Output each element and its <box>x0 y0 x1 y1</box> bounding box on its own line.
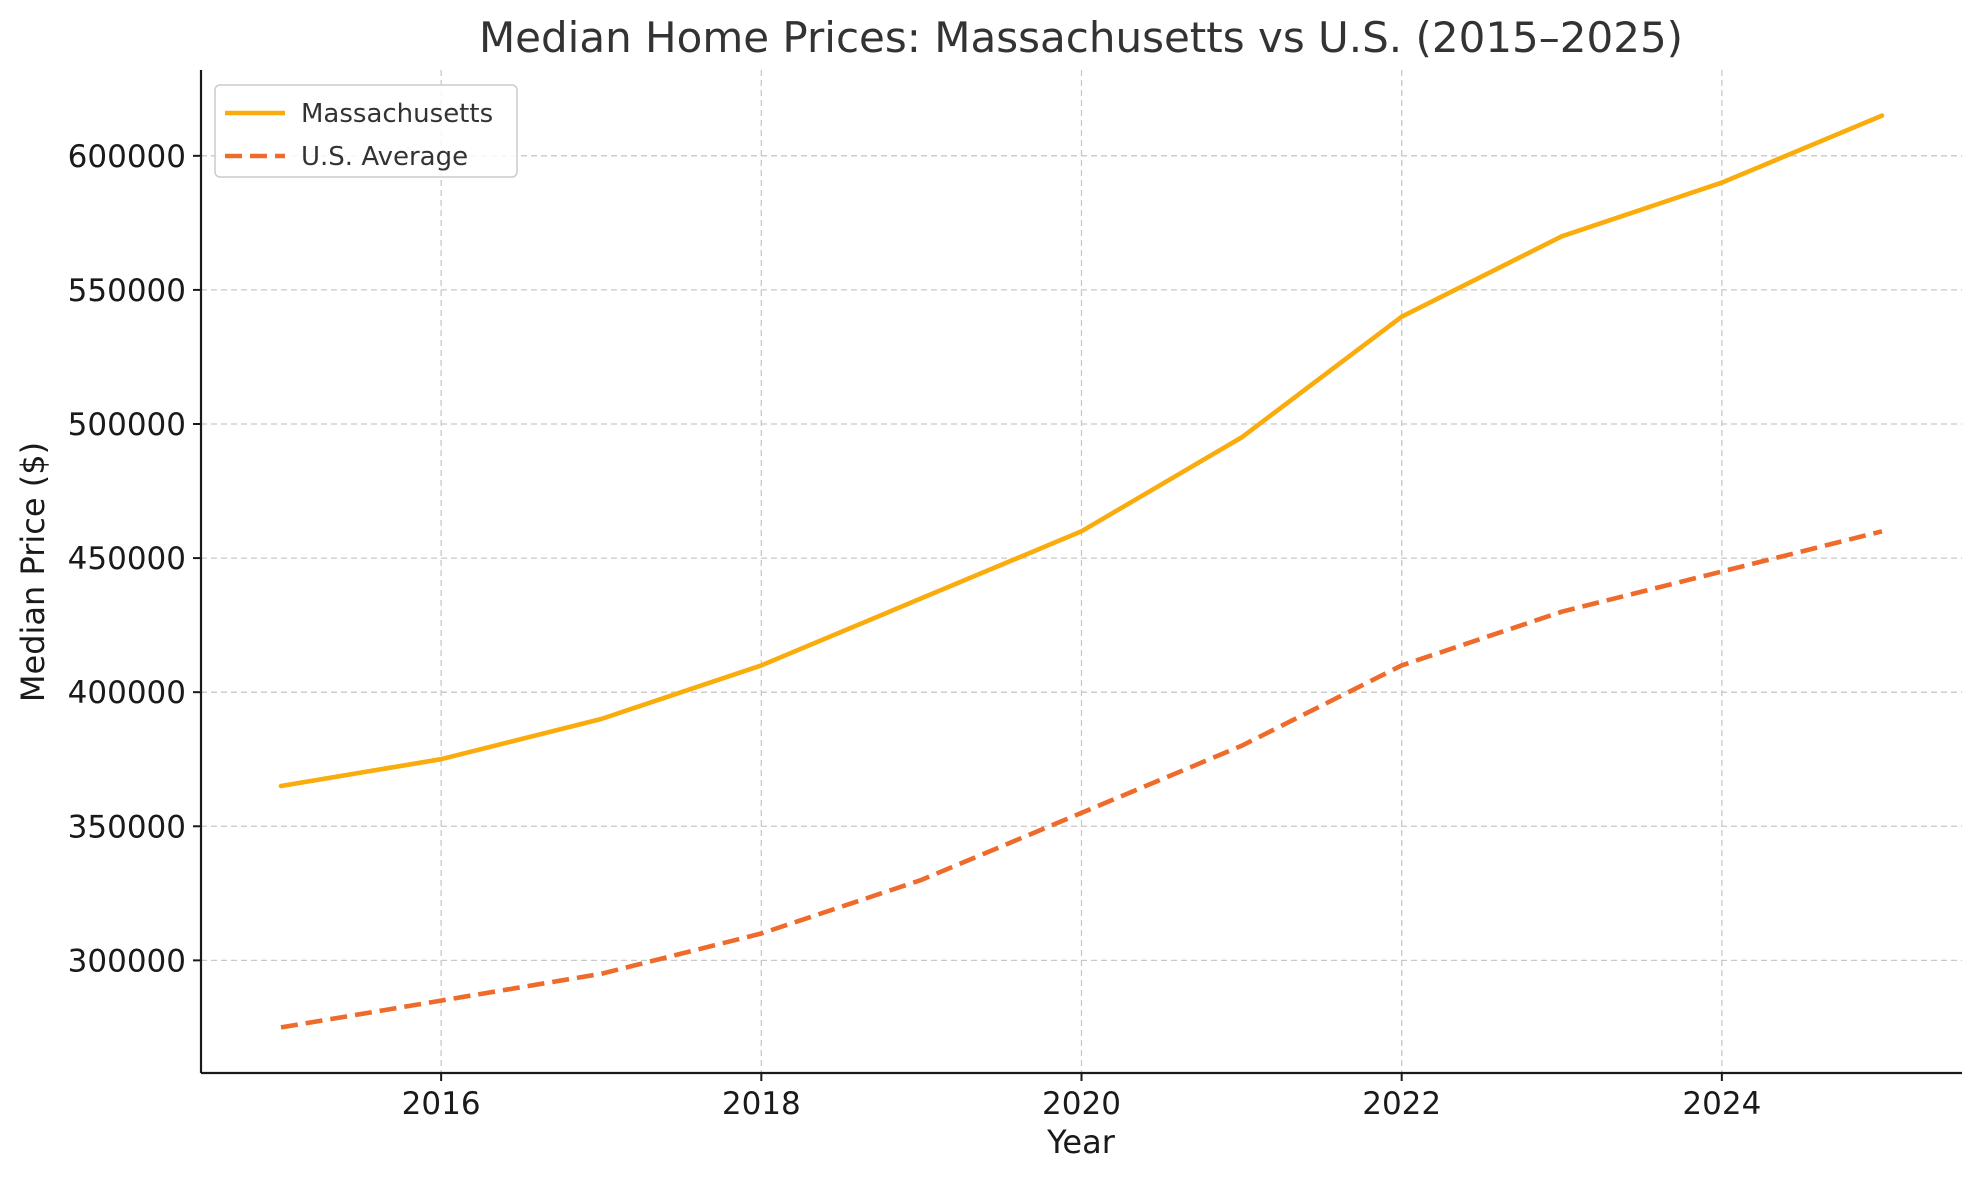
series-line-massachusetts <box>278 113 1885 789</box>
legend: Massachusetts U.S. Average <box>214 84 518 178</box>
y-tick-label: 400000 <box>68 675 186 711</box>
chart-title: Median Home Prices: Massachusetts vs U.S… <box>479 13 1683 62</box>
grid-layer <box>201 70 1962 1073</box>
x-tick-label: 2022 <box>1362 1086 1441 1122</box>
y-tick-label: 600000 <box>68 139 186 175</box>
x-tick-label: 2020 <box>1042 1086 1121 1122</box>
y-tick-label: 500000 <box>68 407 186 443</box>
x-tick-label: 2024 <box>1682 1086 1761 1122</box>
y-axis-title: Median Price ($) <box>14 442 52 702</box>
legend-label: Massachusetts <box>301 99 493 129</box>
y-tick-label: 350000 <box>68 809 186 845</box>
legend-box <box>214 84 518 178</box>
series-line-us-average <box>280 529 1883 1030</box>
y-tick-label: 300000 <box>68 943 186 979</box>
series-layer <box>278 113 1885 1030</box>
y-tick-label: 550000 <box>68 273 186 309</box>
y-tick-label: 450000 <box>68 541 186 577</box>
x-tick-label: 2018 <box>722 1086 801 1122</box>
x-axis-title: Year <box>1046 1123 1116 1161</box>
x-tick-label: 2016 <box>402 1086 481 1122</box>
ticks-layer: 2016 2018 2020 2022 2024 300000 350000 400000 45… <box>68 139 1762 1122</box>
legend-label: U.S. Average <box>301 142 468 172</box>
